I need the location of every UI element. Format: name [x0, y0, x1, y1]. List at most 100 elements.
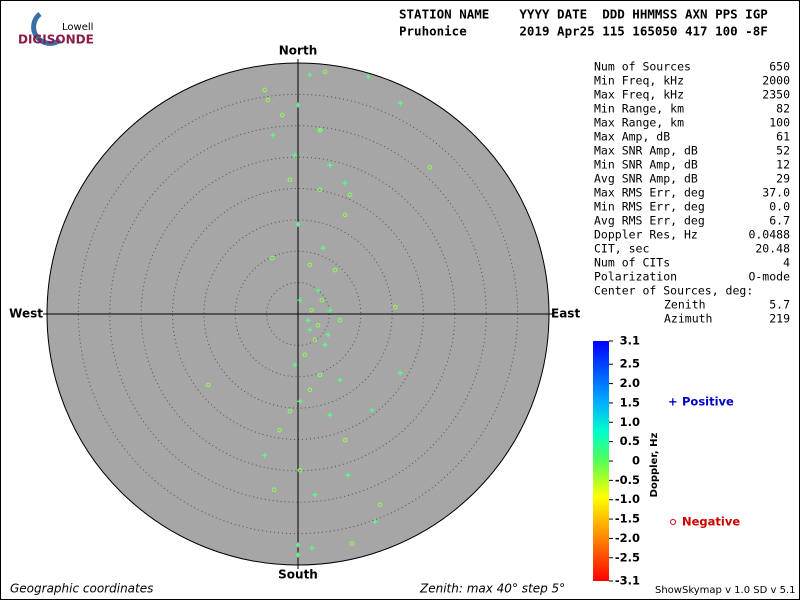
logo-icon [31, 12, 62, 46]
footer-middle: Zenith: max 40° step 5° [419, 582, 565, 596]
stat-label: Polarization [594, 270, 677, 284]
source-negative [269, 255, 275, 261]
colorbar-tick-label: -1.5 [615, 512, 640, 526]
source-negative [265, 97, 271, 103]
dir-south: South [278, 568, 318, 582]
stat-label: Min SNR Amp, dB [594, 158, 698, 172]
legend-positive-marker: + [668, 395, 678, 409]
stat-value: 0.0 [769, 200, 790, 214]
colorbar-tick-label: 1.0 [620, 415, 640, 429]
source-positive [327, 307, 333, 313]
source-positive [297, 398, 303, 404]
source-negative [317, 187, 323, 193]
source-positive [312, 492, 318, 498]
source-positive [292, 152, 298, 158]
colorbar-tick-label: 2.0 [620, 376, 640, 390]
source-negative [287, 177, 293, 183]
source-negative [342, 437, 348, 443]
dir-east: East [551, 307, 580, 321]
colorbar-tick-label: 0.5 [620, 434, 640, 448]
source-positive [327, 412, 333, 418]
source-positive [307, 72, 313, 78]
colorbar [593, 341, 609, 581]
colorbar-tick-label: -1.0 [615, 492, 640, 506]
header-values: Pruhonice 2019 Apr25 115 165050 417 100 … [399, 24, 768, 39]
center-value: 5.7 [769, 298, 790, 312]
dir-west: West [9, 307, 43, 321]
source-negative [337, 317, 343, 323]
colorbar-tick-label: -3.1 [615, 574, 640, 588]
center-value: 219 [769, 312, 790, 326]
colorbar-tick-label: -2.5 [615, 550, 640, 564]
stat-label: Min Freq, kHz [594, 74, 684, 88]
legend-positive: Positive [682, 395, 734, 409]
source-negative [322, 69, 328, 75]
stat-value: 2000 [762, 74, 790, 88]
stat-label: Num of Sources [594, 60, 691, 74]
source-positive [297, 297, 303, 303]
source-negative [317, 127, 323, 133]
source-negative [297, 467, 303, 473]
stat-label: Max Range, km [594, 116, 684, 130]
source-negative [277, 427, 283, 433]
logo-top: Lowell [62, 22, 93, 33]
header-columns: STATION NAME YYYY DATE DDD HHMMSS AXN PP… [399, 7, 768, 22]
stat-value: 29 [776, 172, 790, 186]
source-positive [345, 472, 351, 478]
source-negative [309, 307, 315, 313]
legend-negative-marker [670, 519, 676, 525]
source-positive [262, 452, 268, 458]
stat-value: 20.48 [755, 242, 790, 256]
logo-bottom: DIGISONDE [18, 33, 94, 47]
legend-negative: Negative [682, 515, 740, 529]
source-positive [295, 542, 301, 548]
source-positive [365, 74, 371, 80]
source-positive [305, 317, 311, 323]
source-positive [307, 327, 313, 333]
source-negative [307, 262, 313, 268]
stat-label: Max Amp, dB [594, 130, 670, 144]
source-positive [309, 545, 315, 551]
source-positive [320, 245, 326, 251]
source-positive [369, 407, 375, 413]
center-label: Zenith [664, 298, 706, 312]
stat-value: 2350 [762, 88, 790, 102]
stat-label: Avg SNR Amp, dB [594, 172, 698, 186]
stat-label: Num of CITs [594, 256, 670, 270]
stat-value: 52 [776, 144, 790, 158]
source-negative [377, 502, 383, 508]
source-positive [270, 132, 276, 138]
stat-value: 12 [776, 158, 790, 172]
stat-label: Doppler Res, Hz [594, 228, 698, 242]
colorbar-tick-label: 0 [632, 454, 640, 468]
stat-label: Min RMS Err, deg [594, 200, 705, 214]
source-positive [295, 552, 301, 558]
source-positive [397, 370, 403, 376]
source-negative [312, 337, 318, 343]
stat-value: 650 [769, 60, 790, 74]
stat-label: Avg RMS Err, deg [594, 214, 705, 228]
source-negative [307, 387, 313, 393]
source-negative [427, 164, 433, 170]
source-negative [347, 192, 353, 198]
stat-value: 4 [783, 256, 790, 270]
source-positive [342, 180, 348, 186]
colorbar-tick-label: 3.1 [620, 334, 640, 348]
source-negative [319, 297, 325, 303]
footer-right: ShowSkymap v 1.0 SD v 5.1 [655, 585, 795, 596]
colorbar-tick-label: -0.5 [615, 473, 640, 487]
source-positive [327, 162, 333, 168]
stat-value: O-mode [748, 270, 790, 284]
stat-value: 61 [776, 130, 790, 144]
source-negative [332, 267, 338, 273]
stat-label: Max Freq, kHz [594, 88, 684, 102]
source-negative [317, 372, 323, 378]
center-label: Azimuth [664, 312, 712, 326]
stat-value: 37.0 [762, 186, 790, 200]
stat-value: 82 [776, 102, 790, 116]
source-positive [295, 221, 301, 227]
center-title: Center of Sources, deg: [594, 284, 753, 298]
stat-value: 0.0488 [748, 228, 790, 242]
source-negative [280, 112, 285, 118]
